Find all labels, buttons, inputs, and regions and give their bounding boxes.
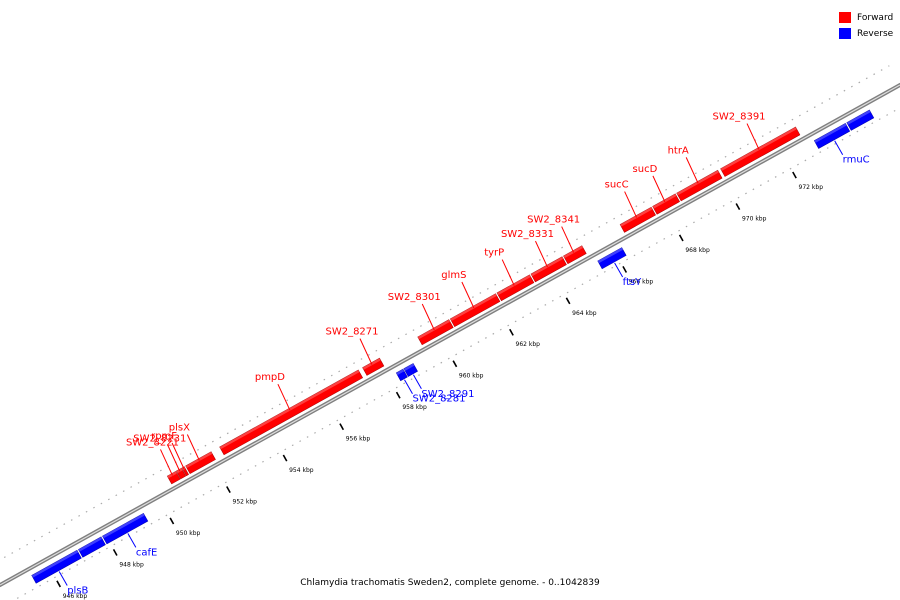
gene-unnamed-1	[78, 536, 106, 558]
gene-label-htrA: htrA	[668, 145, 689, 156]
gene-leader-glmS	[461, 281, 475, 309]
scale-label-958: 958 kbp	[402, 404, 427, 411]
gene-label-sucC: sucC	[605, 180, 629, 191]
gene-label-glmS: glmS	[441, 270, 466, 281]
scale-label-970: 970 kbp	[742, 215, 767, 222]
gene-label-rpmF: rpmF	[151, 431, 177, 442]
scale-label-960: 960 kbp	[459, 373, 484, 380]
gene-leader-SW2_8231	[167, 445, 181, 472]
scale-tick-952	[226, 486, 231, 493]
gene-label-SW2_8391: SW2_8391	[713, 112, 766, 123]
scale-tick-968	[678, 234, 684, 242]
gene-label-ftsY: ftsY	[623, 277, 642, 288]
legend-item-reverse: Reverse	[839, 26, 899, 41]
scale-label-968: 968 kbp	[685, 247, 710, 254]
legend-label-forward: Forward	[857, 12, 894, 23]
legend-item-forward: Forward	[839, 10, 899, 25]
gene-label-pmpD: pmpD	[255, 372, 285, 383]
scale-tick-960	[452, 360, 458, 368]
scale-label-954: 954 kbp	[289, 467, 314, 474]
gene-label-sucD: sucD	[633, 164, 658, 175]
gene-leader-plsX	[186, 434, 200, 461]
gene-pmpD	[219, 369, 364, 456]
gene-SW2_8391	[720, 126, 801, 177]
gene-ftsY	[597, 247, 627, 270]
genome-backbone-highlight	[0, 84, 900, 586]
reverse-swatch-icon	[839, 28, 851, 39]
gene-leader-sucC	[624, 191, 638, 218]
gene-leader-htrA	[685, 157, 699, 184]
scale-tick-966	[622, 265, 628, 273]
scale-tick-958	[395, 391, 401, 399]
gene-label-tyrP: tyrP	[484, 248, 504, 259]
gene-label-SW2_8271: SW2_8271	[325, 327, 378, 338]
gene-leader-pmpD	[277, 383, 291, 411]
scale-tick-948	[112, 548, 118, 556]
gene-leader-SW2_8291	[412, 374, 422, 390]
gene-SW2_8281	[395, 368, 408, 382]
gene-leader-plsB	[58, 571, 68, 586]
gene-unnamed-22	[846, 109, 875, 131]
gene-label-SW2_8231: SW2_8231	[133, 433, 186, 444]
gene-leader-SW2_8341	[561, 226, 575, 253]
gene-leader-SW2_8271	[359, 338, 373, 365]
scale-tick-970	[735, 203, 741, 210]
scale-tick-946	[56, 580, 62, 588]
gene-label-SW2_8281: SW2_8281	[412, 394, 465, 405]
scale-tick-972	[792, 171, 797, 179]
gene-leader-SW2_8221	[160, 449, 173, 476]
scale-tick-954	[282, 454, 288, 462]
lower-dotted-guide	[12, 107, 900, 600]
gene-label-plsB: plsB	[67, 586, 88, 597]
upper-dotted-guide	[0, 65, 890, 561]
scale-label-948: 948 kbp	[119, 561, 144, 568]
gene-rmuC	[813, 123, 851, 149]
forward-swatch-icon	[839, 12, 851, 23]
gene-label-SW2_8331: SW2_8331	[501, 229, 554, 240]
scale-tick-950	[169, 517, 175, 525]
scale-label-972: 972 kbp	[799, 184, 824, 191]
gene-label-rmuC: rmuC	[843, 155, 870, 166]
gene-leader-SW2_8391	[746, 123, 760, 150]
gene-label-SW2_8341: SW2_8341	[527, 215, 580, 226]
scale-tick-956	[339, 423, 345, 431]
scale-tick-964	[565, 297, 571, 305]
gene-leader-SW2_8301	[421, 303, 435, 331]
gene-leader-ftsY	[614, 262, 624, 278]
legend: Forward Reverse	[839, 10, 899, 42]
scale-label-950: 950 kbp	[176, 530, 201, 537]
gene-label-SW2_8221: SW2_8221	[126, 437, 179, 448]
gene-leader-sucD	[652, 175, 666, 203]
gene-leader-cafE	[127, 533, 137, 548]
scale-label-946: 946 kbp	[63, 593, 88, 600]
scale-label-952: 952 kbp	[233, 498, 258, 505]
gene-leader-tyrP	[501, 259, 515, 286]
gene-label-cafE: cafE	[136, 547, 157, 558]
gene-plsX	[185, 451, 216, 475]
scale-tick-962	[509, 328, 514, 336]
scale-label-964: 964 kbp	[572, 310, 597, 317]
gene-leader-rmuC	[834, 140, 844, 155]
genome-caption: Chlamydia trachomatis Sweden2, complete …	[300, 578, 600, 588]
legend-label-reverse: Reverse	[857, 28, 894, 39]
scale-label-956: 956 kbp	[346, 436, 371, 443]
gene-label-SW2_8291: SW2_8291	[421, 389, 474, 400]
gene-cafE	[102, 512, 149, 545]
gene-plsB	[31, 549, 82, 584]
gene-leader-SW2_8331	[535, 240, 548, 268]
gene-label-plsX: plsX	[169, 423, 190, 434]
scale-label-966: 966 kbp	[629, 278, 654, 285]
gene-SW2_8291	[403, 363, 418, 377]
scale-label-962: 962 kbp	[516, 341, 541, 348]
gene-leader-SW2_8281	[404, 379, 413, 394]
gene-leader-rpmF	[171, 442, 185, 470]
gene-label-SW2_8301: SW2_8301	[388, 292, 441, 303]
